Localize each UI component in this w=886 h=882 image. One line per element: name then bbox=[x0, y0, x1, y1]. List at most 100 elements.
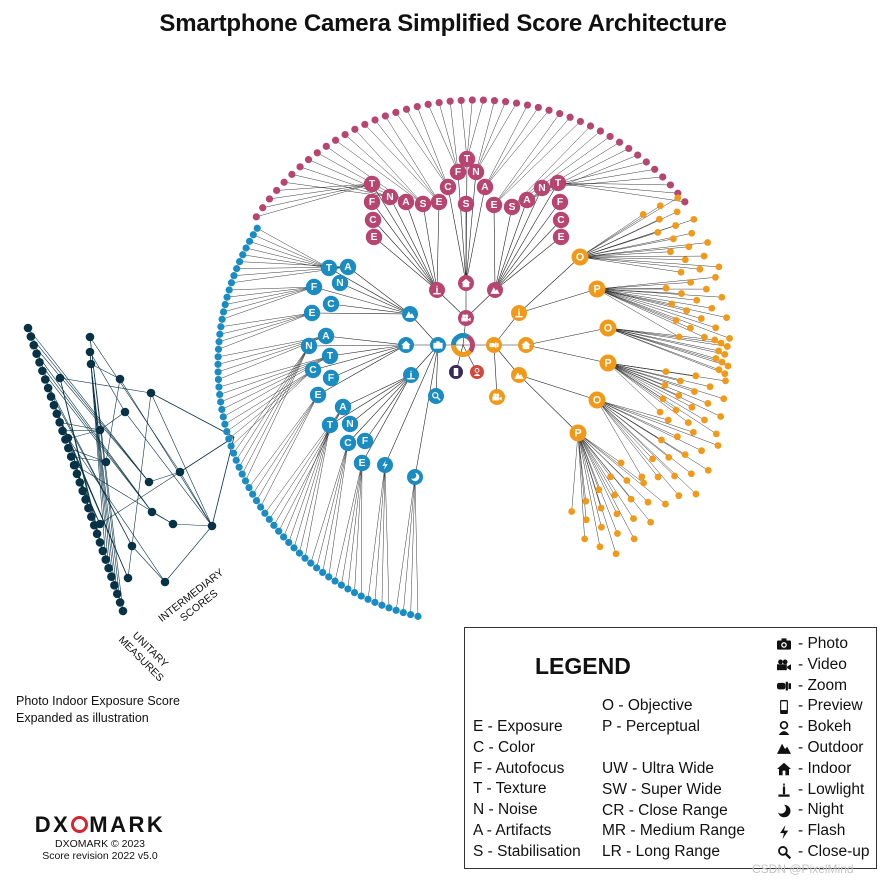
connector-line bbox=[596, 288, 727, 318]
connector-line bbox=[449, 101, 459, 173]
measure-leaf-node bbox=[666, 248, 674, 256]
connector-line bbox=[179, 436, 235, 473]
video-attribute-node: S bbox=[503, 198, 521, 216]
connector-line bbox=[222, 286, 315, 320]
connector-line bbox=[389, 196, 438, 291]
measure-leaf-node bbox=[259, 204, 267, 212]
zoom-type-node: O bbox=[599, 319, 617, 337]
copyright-text: DXOMARK © 2023 bbox=[54, 838, 146, 850]
measure-leaf-node bbox=[344, 585, 352, 593]
tree-leaf-node bbox=[35, 358, 44, 367]
legend-icon-label: - Lowlight bbox=[798, 780, 865, 798]
measure-leaf-node bbox=[721, 370, 729, 378]
legend-attribute: F - Autofocus bbox=[473, 759, 565, 777]
measure-leaf-node bbox=[662, 500, 669, 508]
svg-text:F: F bbox=[311, 282, 317, 293]
connector-line bbox=[150, 392, 235, 438]
legend-attribute: S - Stabilisation bbox=[473, 842, 581, 860]
measure-leaf-node bbox=[586, 122, 595, 130]
tree-leaf-node bbox=[72, 469, 82, 479]
measure-leaf-node bbox=[596, 543, 604, 551]
svg-text:N: N bbox=[538, 183, 545, 194]
revision-text: Score revision 2022 v5.0 bbox=[42, 850, 158, 862]
video-attribute-node: F bbox=[363, 193, 381, 211]
measure-leaf-node bbox=[214, 360, 222, 368]
photo-lowlight-node bbox=[403, 367, 419, 383]
outdoor-icon bbox=[777, 744, 791, 755]
measure-leaf-node bbox=[216, 330, 224, 338]
svg-text:P: P bbox=[593, 284, 600, 296]
connector-line bbox=[607, 327, 728, 347]
connector-line bbox=[577, 432, 602, 528]
measure-leaf-node bbox=[214, 345, 223, 353]
tree-intermediate-node bbox=[168, 519, 178, 529]
exposure-score-tree bbox=[23, 323, 235, 616]
measure-leaf-node bbox=[669, 235, 677, 243]
tree-intermediate-node bbox=[146, 388, 156, 398]
connector-line bbox=[233, 345, 310, 454]
svg-text:O: O bbox=[593, 395, 601, 407]
connector-line bbox=[89, 336, 121, 603]
measure-leaf-node bbox=[696, 265, 704, 273]
measure-leaf-node bbox=[678, 290, 685, 297]
photo-night-node bbox=[407, 469, 423, 485]
measure-leaf-node bbox=[681, 451, 689, 459]
connector-line bbox=[164, 525, 213, 583]
measure-leaf-node bbox=[715, 263, 723, 271]
closeup-icon bbox=[778, 846, 792, 860]
svg-text:T: T bbox=[464, 154, 471, 165]
connector-line bbox=[373, 236, 438, 291]
connector-line bbox=[330, 344, 407, 379]
tree-leaf-node bbox=[23, 323, 33, 333]
connector-line bbox=[447, 186, 467, 284]
legend-icon-row: - Zoom bbox=[775, 676, 870, 697]
connector-line bbox=[518, 288, 598, 314]
connector-line bbox=[334, 462, 363, 582]
measure-leaf-node bbox=[673, 208, 681, 216]
legend-attribute: C - Color bbox=[473, 738, 536, 756]
measure-leaf-node bbox=[301, 554, 309, 562]
connector-line bbox=[74, 464, 174, 525]
connector-line bbox=[579, 251, 671, 258]
connector-line bbox=[90, 363, 112, 577]
connector-line bbox=[577, 432, 587, 502]
svg-text:C: C bbox=[327, 299, 335, 310]
measure-leaf-node bbox=[280, 533, 288, 541]
connector-line bbox=[354, 462, 363, 593]
measure-leaf-node bbox=[611, 491, 619, 499]
connector-line bbox=[47, 387, 133, 547]
connector-line bbox=[518, 256, 581, 314]
measure-leaf-node bbox=[662, 368, 670, 376]
connector-line bbox=[484, 104, 528, 188]
connector-line bbox=[607, 327, 729, 367]
connector-line bbox=[371, 183, 438, 291]
tree-leaf-node bbox=[112, 589, 122, 599]
connector-line bbox=[475, 101, 506, 173]
connector-line bbox=[384, 344, 439, 466]
measure-leaf-node bbox=[249, 490, 257, 498]
legend-icon-label: - Photo bbox=[798, 635, 848, 652]
measure-leaf-node bbox=[215, 338, 223, 346]
connector-line bbox=[607, 327, 722, 344]
measure-leaf-node bbox=[708, 304, 716, 312]
measure-leaf-node bbox=[413, 102, 421, 111]
connector-line bbox=[317, 344, 407, 396]
connector-line bbox=[427, 104, 459, 173]
connector-line bbox=[316, 442, 349, 568]
connector-line bbox=[260, 394, 319, 508]
video-attribute-node: C bbox=[364, 211, 382, 229]
legend-range: LR - Long Range bbox=[602, 843, 721, 861]
connector-line bbox=[577, 432, 651, 523]
connector-line bbox=[607, 362, 689, 423]
connector-line bbox=[105, 378, 121, 463]
measure-leaf-node bbox=[288, 170, 296, 178]
connector-line bbox=[99, 471, 181, 525]
connector-line bbox=[525, 327, 609, 346]
connector-line bbox=[283, 424, 331, 537]
connector-line bbox=[304, 424, 331, 559]
measure-leaf-node bbox=[582, 497, 590, 505]
photo-attribute-node: T bbox=[320, 259, 338, 277]
illustration-note: Photo Indoor Exposure Score Expanded as … bbox=[16, 693, 180, 727]
svg-text:F: F bbox=[362, 436, 368, 447]
